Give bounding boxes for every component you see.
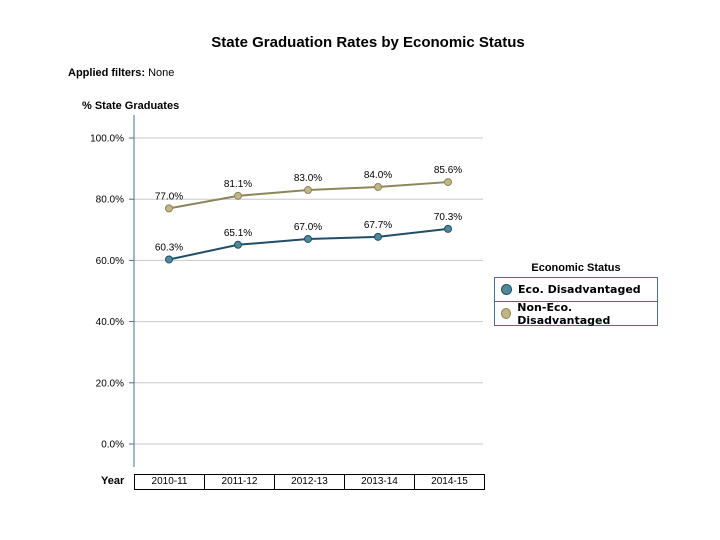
data-point — [444, 224, 452, 233]
legend-title: Economic Status — [531, 262, 621, 274]
x-tick-label: 2012-13 — [274, 475, 344, 489]
data-label: 84.0% — [364, 170, 392, 181]
data-label: 81.1% — [224, 179, 252, 190]
x-tick-label: 2011-12 — [204, 475, 274, 489]
legend-item-eco-disadvantaged[interactable]: Eco. Disadvantaged — [495, 278, 657, 301]
y-tick-label: 100.0% — [90, 134, 124, 145]
x-tick-label: 2010-11 — [151, 476, 188, 487]
x-axis-categories: 2010-11 2011-12 2012-13 2013-14 2014-15 — [134, 474, 485, 490]
data-label: 67.7% — [364, 220, 392, 231]
data-point — [304, 234, 312, 243]
legend-marker-icon — [501, 284, 512, 295]
legend-label: Eco. Disadvantaged — [518, 283, 641, 296]
y-tick-label: 0.0% — [101, 440, 124, 451]
y-tick-label: 60.0% — [96, 256, 124, 267]
series-line — [168, 181, 449, 210]
applied-filters: Applied filters: None — [68, 67, 174, 79]
y-tick-label: 40.0% — [96, 317, 124, 328]
legend-marker-icon — [501, 308, 512, 319]
data-label: 77.0% — [155, 191, 183, 202]
data-label: 85.6% — [434, 165, 462, 176]
data-point — [444, 178, 452, 187]
y-tick-label: 20.0% — [96, 378, 124, 389]
x-tick-label: 2014-15 — [414, 475, 484, 489]
data-point — [374, 232, 382, 241]
x-axis-label: Year — [101, 475, 125, 487]
data-label: 65.1% — [224, 228, 252, 239]
data-label: 83.0% — [294, 173, 322, 184]
data-point — [165, 255, 173, 264]
data-point — [374, 182, 382, 191]
data-label: 60.3% — [155, 242, 183, 253]
x-tick-label: 2013-14 — [344, 475, 414, 489]
legend-label: Non-Eco. Disadvantaged — [517, 300, 611, 327]
data-point — [234, 240, 242, 249]
data-label: 70.3% — [434, 212, 462, 223]
legend-item-non-eco-disadvantaged[interactable]: Non-Eco. Disadvantaged — [495, 300, 657, 327]
legend: Eco. Disadvantaged Non-Eco. Disadvantage… — [494, 277, 658, 327]
filters-label: Applied filters: — [68, 67, 146, 79]
y-tick-label: 80.0% — [96, 195, 124, 206]
data-label: 67.0% — [294, 222, 322, 233]
data-point — [304, 186, 312, 195]
series-line — [168, 227, 449, 261]
data-point — [165, 204, 173, 213]
chart-title: State Graduation Rates by Economic Statu… — [211, 34, 525, 51]
y-axis-label: % State Graduates — [82, 100, 180, 112]
filters-value: None — [148, 67, 175, 79]
data-point — [234, 191, 242, 200]
